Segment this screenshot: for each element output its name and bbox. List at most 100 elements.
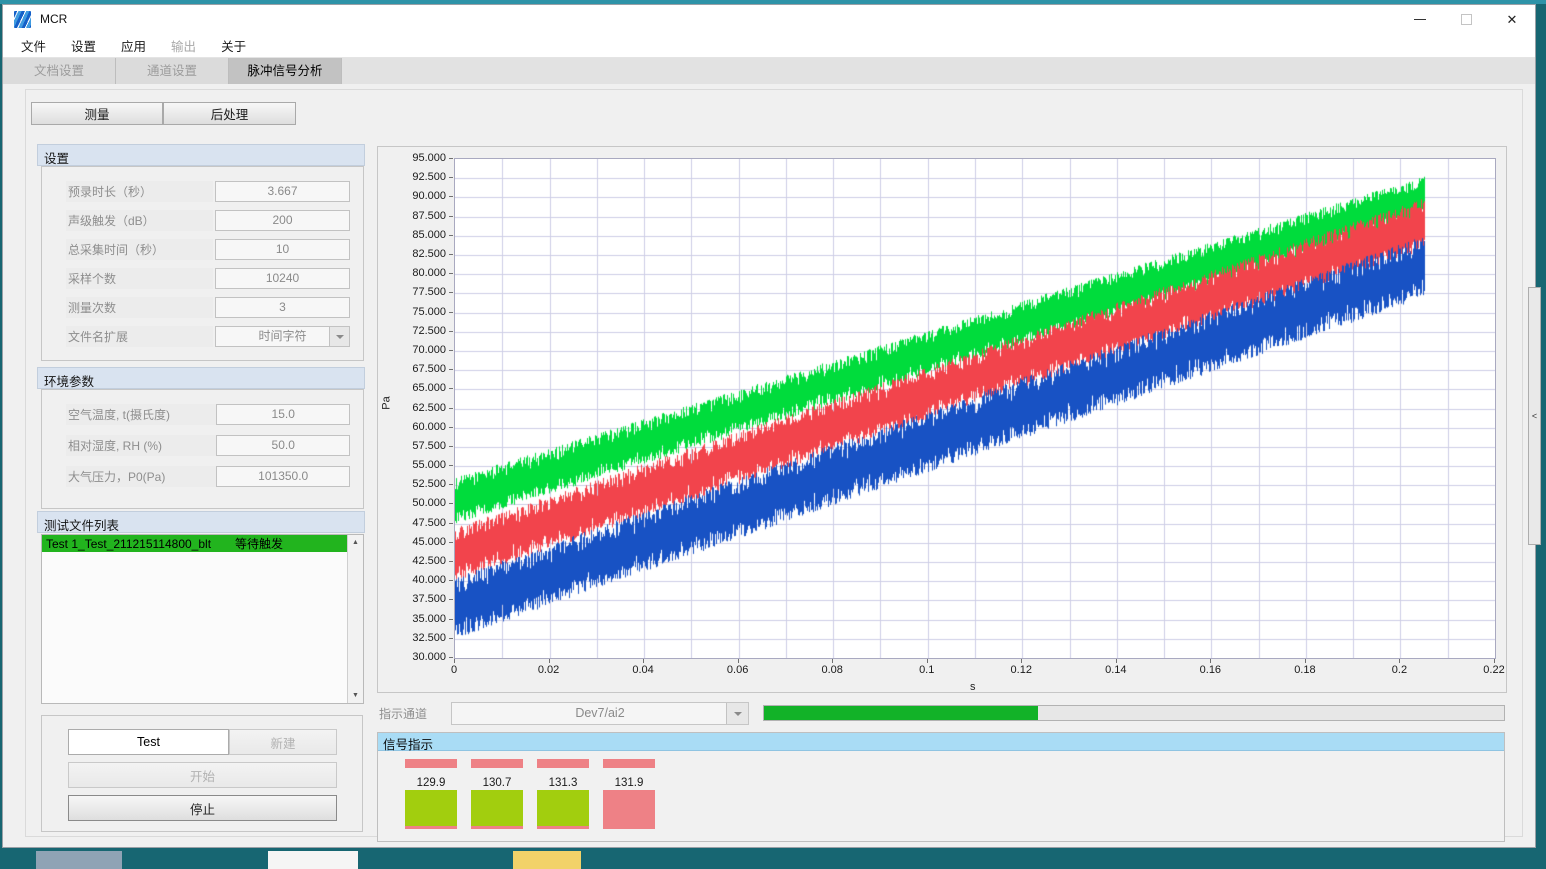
chevron-down-icon[interactable] (726, 703, 748, 724)
x-tickmark (1494, 659, 1495, 663)
signal-indicator: 131.9 (603, 751, 655, 842)
y-tick-label: 60.000 (412, 420, 446, 433)
indicator-minibar (537, 759, 589, 768)
y-tick-label: 52.500 (412, 478, 446, 491)
maximize-button[interactable] (1443, 5, 1489, 33)
indicator-minibar (603, 759, 655, 768)
menu-item[interactable]: 文件 (21, 39, 47, 54)
y-tickmark (449, 350, 453, 351)
y-tickmark (449, 273, 453, 274)
file-list-scrollbar[interactable]: ▲ ▼ (347, 535, 363, 703)
field-input[interactable]: 10 (215, 239, 350, 260)
y-tick-label: 42.500 (412, 555, 446, 568)
field-label: 相对湿度, RH (%) (66, 435, 217, 456)
menu-item[interactable]: 输出 (171, 39, 197, 54)
y-tick-label: 92.500 (412, 171, 446, 184)
tab-bar: 文档设置 通道设置 脉冲信号分析 (3, 58, 1535, 84)
x-tick-label: 0.04 (632, 664, 654, 676)
file-name: Test 1_Test_211215114800_blt (46, 536, 212, 551)
y-tick-label: 45.000 (412, 535, 446, 548)
x-tick-label: 0.12 (1010, 664, 1032, 676)
minimize-icon (1414, 18, 1426, 20)
test-file-list: Test 1_Test_211215114800_blt 等待触发 ▲ ▼ (41, 534, 364, 704)
side-panel-collapse-handle[interactable]: < (1528, 287, 1541, 545)
field-label: 测量次数 (66, 297, 213, 318)
field-input[interactable]: 10240 (215, 268, 350, 289)
tab-inactive[interactable]: 通道设置 (116, 58, 229, 84)
postprocess-mode-button[interactable]: 后处理 (163, 102, 296, 125)
field-input[interactable]: 200 (215, 210, 350, 231)
maximize-icon (1460, 13, 1472, 25)
window-title: MCR (40, 12, 68, 26)
stop-button[interactable]: 停止 (68, 795, 337, 821)
y-tickmark (449, 657, 453, 658)
field-row: 声级触发（dB） 200 (66, 210, 350, 231)
tab-inactive[interactable]: 文档设置 (3, 58, 116, 84)
app-window: MCR ✕ 文件 设置 应用 输出 关于 文档设置 通道设置 脉冲信号分析 测量 后处理 设… (2, 4, 1536, 848)
title-bar: MCR ✕ (3, 5, 1535, 33)
y-tickmark (449, 177, 453, 178)
x-tick-label: 0.02 (537, 664, 560, 676)
x-tick-label: 0.14 (1105, 664, 1127, 676)
field-label: 预录时长（秒） (66, 181, 213, 202)
field-row: 预录时长（秒） 3.667 (66, 181, 350, 202)
y-tickmark (449, 446, 453, 447)
y-tick-label: 67.500 (412, 363, 446, 376)
file-items: Test 1_Test_211215114800_blt 等待触发 (42, 535, 347, 552)
scroll-up-icon[interactable]: ▲ (352, 539, 359, 546)
x-tick-label: 0.16 (1199, 664, 1222, 676)
field-input[interactable]: 3.667 (215, 181, 350, 202)
file-list-item[interactable]: Test 1_Test_211215114800_blt 等待触发 (42, 535, 347, 552)
x-tick-label: 0 (450, 664, 458, 676)
menu-item[interactable]: 应用 (121, 39, 147, 54)
y-tick-label: 70.000 (412, 343, 446, 356)
field-input[interactable]: 3 (215, 297, 350, 318)
scroll-down-icon[interactable]: ▼ (352, 692, 359, 699)
y-tickmark (449, 388, 453, 389)
minimize-button[interactable] (1397, 5, 1443, 33)
tab-active[interactable]: 脉冲信号分析 (229, 58, 342, 84)
field-input[interactable]: 15.0 (216, 404, 350, 425)
field-input[interactable]: 101350.0 (216, 466, 350, 487)
y-tick-label: 75.000 (412, 305, 446, 318)
y-tick-label: 65.000 (412, 382, 446, 395)
y-tick-label: 47.500 (412, 516, 446, 529)
y-tickmark (449, 619, 453, 620)
y-tickmark (449, 523, 453, 524)
start-button[interactable]: 开始 (68, 762, 337, 788)
indicator-channel-dropdown[interactable]: Dev7/ai2 (451, 702, 749, 725)
x-tickmark (927, 659, 928, 663)
taskbar-fragment (513, 851, 581, 869)
field-row: 空气温度, t(摄氏度) 15.0 (66, 404, 350, 425)
field-dropdown[interactable]: 时间字符 (215, 326, 350, 347)
measure-mode-button[interactable]: 测量 (31, 102, 163, 125)
y-tickmark (449, 638, 453, 639)
y-tickmark (449, 292, 453, 293)
y-tick-label: 32.500 (412, 631, 446, 644)
indicator-value: 131.9 (614, 777, 644, 789)
menu-item[interactable]: 设置 (71, 39, 97, 54)
indicator-channel-value: Dev7/ai2 (575, 706, 625, 720)
x-tickmark (1021, 659, 1022, 663)
chevron-down-glyph (335, 334, 344, 339)
settings-group-header: 设置 (37, 144, 365, 166)
chevron-down-icon[interactable] (329, 327, 349, 346)
signal-indication-panel: 信号指示 129.9 130.7 131.3 131.9 (377, 732, 1505, 842)
close-button[interactable]: ✕ (1489, 5, 1535, 33)
x-tick-label: 0.08 (821, 664, 843, 676)
acquisition-progress-bar (763, 705, 1505, 721)
environment-group: 空气温度, t(摄氏度) 15.0 相对湿度, RH (%) 50.0 大气压力，P0(… (41, 389, 364, 509)
y-tickmark (449, 542, 453, 543)
signal-indicator: 130.7 (471, 751, 523, 842)
test-name-input[interactable]: Test (68, 729, 229, 755)
app-icon (14, 10, 31, 28)
progress-fill (764, 706, 1038, 720)
new-button[interactable]: 新建 (229, 729, 337, 755)
y-tick-label: 72.500 (412, 324, 446, 337)
field-input[interactable]: 50.0 (216, 435, 350, 456)
menu-item[interactable]: 关于 (221, 39, 247, 54)
y-tickmark (449, 196, 453, 197)
x-tickmark (1210, 659, 1211, 663)
x-tickmark (832, 659, 833, 663)
